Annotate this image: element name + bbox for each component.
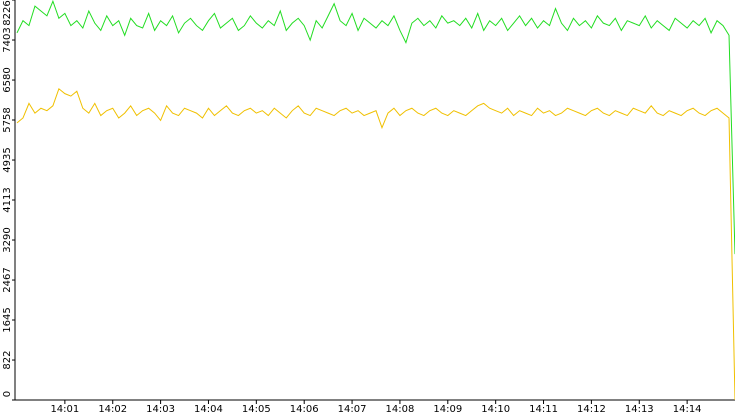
y-tick-label: 6580 bbox=[2, 67, 13, 92]
y-tick-label: 1645 bbox=[2, 307, 13, 332]
y-tick-label: 5758 bbox=[2, 107, 13, 132]
x-tick-label: 14:02 bbox=[98, 404, 127, 415]
y-tick-label: 3290 bbox=[2, 227, 13, 252]
y-tick-label: 8226 bbox=[2, 0, 13, 25]
x-tick-label: 14:03 bbox=[146, 404, 175, 415]
y-tick-label: 0 bbox=[2, 391, 13, 397]
y-tick-label: 4935 bbox=[2, 147, 13, 172]
x-tick-label: 14:10 bbox=[481, 404, 510, 415]
x-tick-label: 14:12 bbox=[577, 404, 606, 415]
x-tick-label: 14:11 bbox=[529, 404, 558, 415]
series-line bbox=[16, 0, 735, 255]
x-tick-label: 14:07 bbox=[338, 404, 367, 415]
x-tick-label: 14:04 bbox=[194, 404, 223, 415]
y-tick-label: 2467 bbox=[2, 267, 13, 292]
y-tick-label: 7403 bbox=[2, 27, 13, 52]
y-tick-label: 822 bbox=[2, 350, 13, 369]
y-tick-label: 4113 bbox=[2, 187, 13, 212]
x-tick-label: 14:13 bbox=[625, 404, 654, 415]
x-tick-label: 14:01 bbox=[50, 404, 79, 415]
x-tick-label: 14:06 bbox=[290, 404, 319, 415]
x-tick-label: 14:08 bbox=[386, 404, 415, 415]
series-line bbox=[16, 87, 735, 401]
x-tick-label: 14:14 bbox=[673, 404, 702, 415]
x-tick-label: 14:05 bbox=[242, 404, 271, 415]
x-tick-label: 14:09 bbox=[433, 404, 462, 415]
